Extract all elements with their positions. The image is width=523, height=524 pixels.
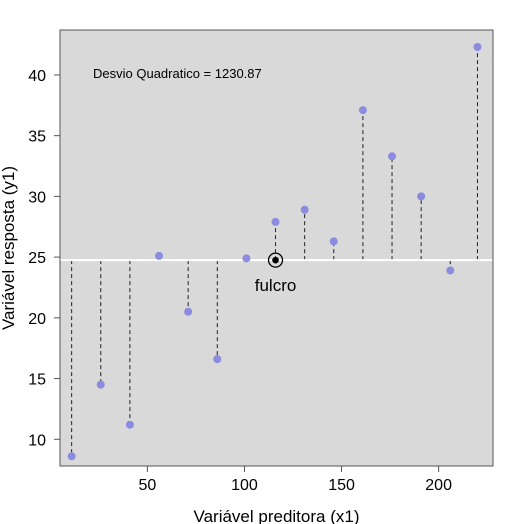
y-tick-label: 10	[28, 432, 46, 449]
y-tick-label: 40	[28, 68, 46, 85]
fulcro-marker	[267, 252, 284, 268]
data-point	[329, 237, 338, 246]
fulcro-label: fulcro	[255, 276, 297, 295]
y-tick-label: 25	[28, 250, 46, 267]
x-tick-label: 200	[425, 477, 452, 494]
data-points	[67, 43, 482, 461]
y-axis-title: Variável resposta (y1)	[0, 166, 18, 330]
data-point	[300, 205, 309, 214]
data-point	[67, 452, 76, 461]
data-point	[271, 217, 280, 226]
data-point	[242, 254, 251, 263]
plot-background	[60, 30, 493, 466]
data-point	[446, 266, 455, 275]
fulcro-ring	[267, 252, 284, 268]
y-tick-label: 15	[28, 372, 46, 389]
x-tick-label: 50	[138, 477, 156, 494]
data-point	[417, 192, 426, 201]
plot-frame	[59, 29, 494, 467]
data-point	[213, 355, 222, 364]
data-point	[155, 251, 164, 260]
data-point	[184, 307, 193, 316]
fulcro-dot	[272, 256, 279, 264]
y-tick-label: 35	[28, 129, 46, 146]
data-point	[96, 380, 105, 389]
y-tick-label: 20	[28, 311, 46, 328]
x-tick-label: 100	[231, 477, 258, 494]
data-point	[125, 420, 134, 429]
x-tick-label: 150	[328, 477, 355, 494]
data-point	[358, 106, 367, 115]
residual-lines	[71, 47, 478, 457]
y-axis: 10 15 20 25 30 35 40	[28, 68, 60, 449]
x-axis-title: Variável preditora (x1)	[194, 507, 360, 524]
data-point	[473, 43, 482, 52]
squared-deviation-annotation: Desvio Quadratico = 1230.87	[93, 66, 262, 81]
y-tick-label: 30	[28, 189, 46, 206]
x-axis: 50 100 150 200	[138, 466, 452, 494]
data-point	[388, 152, 397, 161]
